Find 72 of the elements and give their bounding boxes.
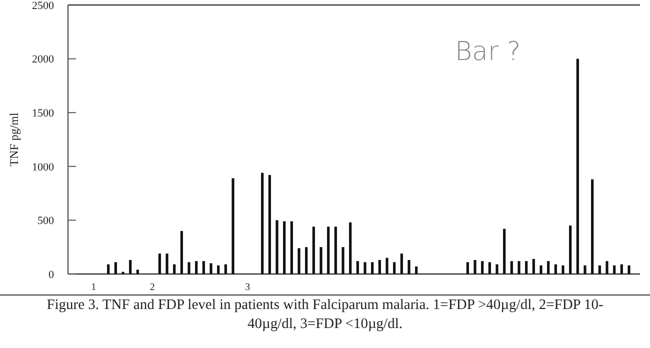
- bar: [268, 175, 271, 274]
- bar: [312, 226, 315, 274]
- bar: [532, 258, 535, 274]
- bar: [364, 262, 366, 274]
- bar: [598, 265, 601, 274]
- bar: [386, 258, 388, 274]
- bar: [158, 254, 161, 274]
- bar: [298, 248, 300, 274]
- bar: [481, 261, 484, 274]
- bar: [547, 261, 550, 274]
- bar: [261, 172, 264, 274]
- bar: [195, 261, 198, 274]
- bar: [408, 260, 410, 274]
- bar: [327, 226, 330, 274]
- bar: [173, 264, 176, 274]
- bar: [129, 260, 132, 274]
- bar: [232, 178, 234, 274]
- y-tick-label: 0: [48, 268, 54, 281]
- bar: [393, 262, 396, 274]
- bar: [620, 264, 623, 274]
- bar: [356, 261, 359, 274]
- bar: [606, 261, 608, 274]
- bar: [349, 222, 352, 274]
- bar: [569, 226, 572, 274]
- bar: [466, 262, 469, 274]
- bar: [496, 264, 498, 274]
- bar: [334, 226, 337, 274]
- bar: [320, 247, 322, 274]
- bar: [114, 262, 117, 274]
- bar: [613, 265, 616, 274]
- bar: [305, 247, 308, 274]
- y-tick-label: 1000: [32, 161, 54, 174]
- text: Figure 3. TNF and FDP level in patients with Falciparum malaria. 1=FDP >40µg/dl, 2=FDP 10-40µg/dl, 3=FDP <10µg/dl.: [46, 296, 604, 334]
- bar: [283, 221, 286, 274]
- x-tick-label: 2: [150, 282, 155, 293]
- bar: [188, 262, 190, 274]
- bar: [628, 265, 630, 274]
- bar: [136, 270, 139, 274]
- bar: [166, 254, 168, 274]
- bar: [371, 262, 374, 274]
- bar: [503, 228, 506, 274]
- bar: [107, 264, 110, 274]
- y-tick-label: 2500: [32, 0, 54, 12]
- bar: [180, 230, 183, 274]
- annotation: Bar ?: [455, 37, 521, 67]
- bar: [576, 58, 579, 274]
- x-tick-label: 1: [91, 282, 96, 293]
- bar: [584, 265, 586, 274]
- bar: [554, 264, 557, 274]
- bar: [525, 261, 528, 274]
- bar: [510, 261, 513, 274]
- bar: [202, 261, 205, 274]
- bar: [488, 262, 491, 274]
- y-tick-label: 2000: [32, 54, 54, 66]
- x-tick-label: 3: [245, 282, 250, 293]
- bar: [474, 260, 476, 274]
- y-tick-label: 500: [38, 215, 54, 228]
- bar: [591, 179, 594, 274]
- bar: [378, 260, 381, 274]
- bar: [540, 265, 542, 274]
- y-tick-label: 1500: [32, 107, 54, 120]
- bar: [290, 221, 293, 274]
- bar: [415, 266, 418, 274]
- bar: [224, 264, 227, 274]
- bar: [562, 265, 564, 274]
- bar: [210, 263, 212, 274]
- bar: [276, 220, 278, 274]
- bar: [400, 254, 403, 274]
- bar: [342, 247, 344, 274]
- y-axis-title: TNF pg/ml: [7, 112, 21, 166]
- bar: [217, 265, 220, 274]
- bar: [518, 261, 520, 274]
